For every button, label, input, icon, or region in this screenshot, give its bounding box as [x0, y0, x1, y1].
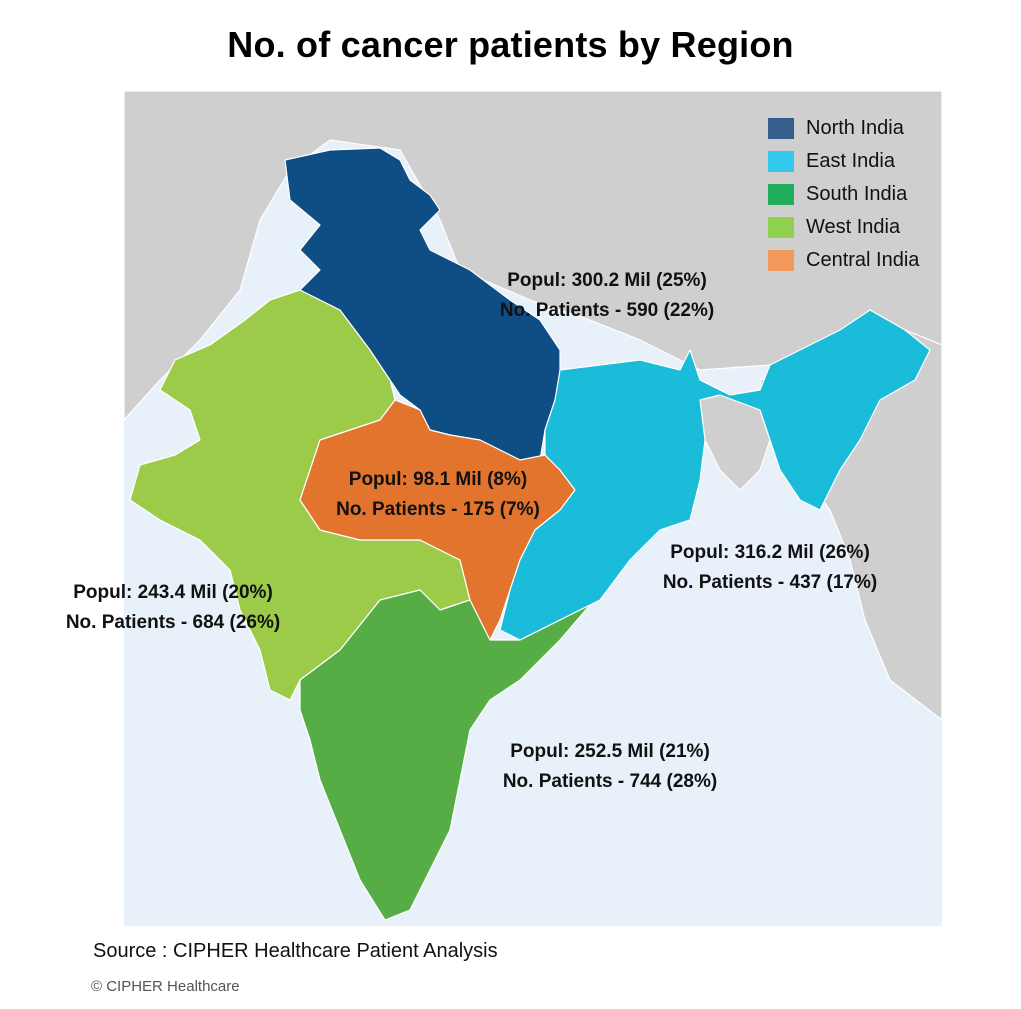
north-population: Popul: 300.2 Mil (25%)	[507, 270, 707, 291]
south-population: Popul: 252.5 Mil (21%)	[510, 741, 710, 762]
legend-swatch	[768, 184, 794, 205]
legend: North India East India South India West …	[768, 112, 919, 277]
south-region-label: Popul: 252.5 Mil (21%) No. Patients - 74…	[480, 737, 740, 797]
legend-swatch	[768, 151, 794, 172]
west-patients: No. Patients - 684 (26%)	[65, 612, 281, 633]
map-title: No. of cancer patients by Region	[227, 24, 794, 65]
legend-swatch	[768, 217, 794, 238]
legend-item-east-india: East India	[768, 145, 919, 178]
region-central	[299, 399, 576, 641]
copyright-note: © CIPHER Healthcare	[91, 978, 240, 995]
legend-item-west-india: West India	[768, 211, 919, 244]
legend-item-north-india: North India	[768, 112, 919, 145]
legend-label: North India	[806, 117, 904, 139]
central-region-label: Popul: 98.1 Mil (8%) No. Patients - 175 …	[318, 465, 558, 525]
legend-swatch	[768, 250, 794, 271]
west-population: Popul: 243.4 Mil (20%)	[73, 582, 273, 603]
north-region-label: Popul: 300.2 Mil (25%) No. Patients - 59…	[482, 266, 732, 326]
legend-label: West India	[806, 216, 901, 238]
south-patients: No. Patients - 744 (28%)	[502, 771, 718, 792]
region-south	[299, 589, 591, 921]
india-region-map	[124, 91, 942, 921]
region-north	[284, 147, 561, 461]
legend-label: East India	[806, 150, 895, 172]
region-east	[499, 309, 931, 641]
legend-label: South India	[806, 183, 908, 205]
north-patients: No. Patients - 590 (22%)	[499, 300, 715, 321]
east-region-label: Popul: 316.2 Mil (26%) No. Patients - 43…	[640, 538, 900, 598]
east-patients: No. Patients - 437 (17%)	[662, 572, 878, 593]
source-note: Source : CIPHER Healthcare Patient Analy…	[93, 940, 498, 962]
central-population: Popul: 98.1 Mil (8%)	[348, 469, 528, 490]
legend-label: Central India	[806, 249, 920, 271]
legend-item-south-india: South India	[768, 178, 919, 211]
east-population: Popul: 316.2 Mil (26%)	[670, 542, 870, 563]
central-patients: No. Patients - 175 (7%)	[336, 499, 540, 520]
west-region-label: Popul: 243.4 Mil (20%) No. Patients - 68…	[48, 578, 298, 638]
legend-swatch	[768, 118, 794, 139]
legend-item-central-india: Central India	[768, 244, 919, 277]
